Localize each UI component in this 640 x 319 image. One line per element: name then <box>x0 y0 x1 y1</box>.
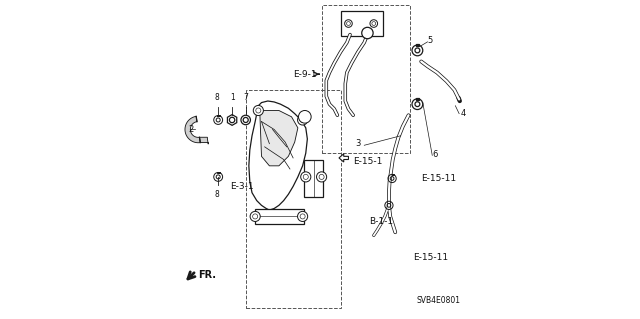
Text: 1: 1 <box>230 93 234 102</box>
Text: 6: 6 <box>432 150 438 159</box>
Text: 8: 8 <box>215 93 220 102</box>
Polygon shape <box>260 110 298 166</box>
Polygon shape <box>185 116 200 143</box>
Text: FR.: FR. <box>198 270 216 280</box>
Text: 5: 5 <box>428 36 433 45</box>
Polygon shape <box>227 115 237 125</box>
Circle shape <box>241 115 250 125</box>
Polygon shape <box>249 101 307 210</box>
FancyBboxPatch shape <box>216 115 220 116</box>
Polygon shape <box>339 154 348 162</box>
Text: E-15-11: E-15-11 <box>421 174 456 183</box>
Circle shape <box>298 110 311 123</box>
Polygon shape <box>340 11 383 36</box>
FancyBboxPatch shape <box>387 201 390 202</box>
FancyBboxPatch shape <box>415 44 419 46</box>
Polygon shape <box>255 209 304 224</box>
FancyBboxPatch shape <box>216 172 220 173</box>
Circle shape <box>317 172 326 182</box>
Text: 7: 7 <box>243 93 248 102</box>
Text: E-15-1: E-15-1 <box>353 157 383 166</box>
Text: 8: 8 <box>215 190 220 199</box>
Text: E-9-1: E-9-1 <box>293 70 317 78</box>
Polygon shape <box>304 160 323 197</box>
Text: 2: 2 <box>188 125 193 134</box>
Text: E-15-11: E-15-11 <box>413 253 449 262</box>
Bar <box>321 4 410 153</box>
Polygon shape <box>200 137 208 144</box>
Text: 3: 3 <box>356 139 361 148</box>
Circle shape <box>345 20 352 27</box>
Circle shape <box>298 211 308 221</box>
Text: 4: 4 <box>461 109 466 118</box>
Text: E-3-1: E-3-1 <box>230 182 253 191</box>
FancyBboxPatch shape <box>390 174 394 175</box>
Bar <box>246 90 340 308</box>
Circle shape <box>370 20 378 27</box>
Circle shape <box>253 105 264 115</box>
Text: SVB4E0801: SVB4E0801 <box>417 296 461 305</box>
Circle shape <box>362 27 373 39</box>
Circle shape <box>301 172 311 182</box>
Circle shape <box>298 115 308 125</box>
FancyBboxPatch shape <box>415 98 419 100</box>
Circle shape <box>250 211 260 221</box>
Text: B-1-1: B-1-1 <box>369 217 393 226</box>
